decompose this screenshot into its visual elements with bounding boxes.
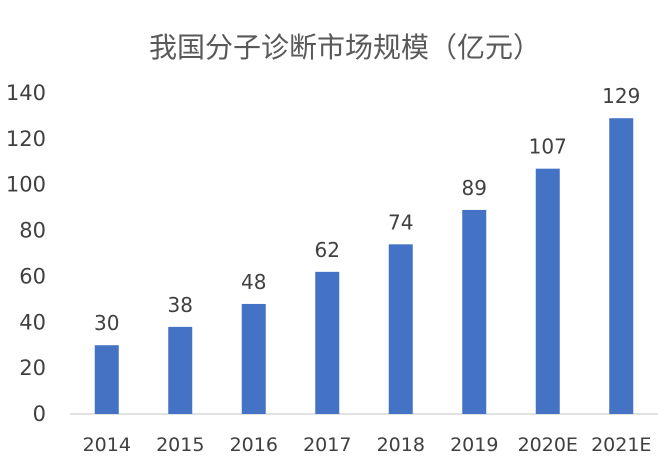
bar	[462, 209, 487, 414]
y-tick-label: 0	[33, 402, 46, 426]
bar-value-label: 48	[241, 270, 266, 294]
y-axis-labels: 0 20 40 60 80 100 120 140	[6, 81, 46, 426]
bar	[609, 118, 634, 414]
x-tick-label: 2014	[83, 434, 131, 456]
x-tick-label: 2019	[450, 434, 498, 456]
bar-value-label: 62	[315, 238, 340, 262]
bar	[535, 168, 560, 414]
bar	[388, 244, 413, 414]
bar-value-label: 30	[94, 311, 119, 335]
x-tick-label: 2015	[156, 434, 204, 456]
bar-value-label: 107	[529, 135, 567, 159]
x-tick-label: 2018	[377, 434, 425, 456]
data-labels: 30 38 48 62 74 89 107 129	[94, 84, 640, 335]
bar-value-label: 74	[388, 210, 413, 234]
y-tick-label: 140	[6, 81, 46, 105]
y-tick-label: 40	[19, 310, 46, 334]
chart-title: 我国分子诊断市场规模（亿元）	[149, 31, 541, 64]
bars	[94, 118, 634, 414]
x-tick-label: 2021E	[591, 434, 651, 456]
y-tick-label: 80	[19, 219, 46, 243]
x-tick-label: 2016	[230, 434, 278, 456]
bar	[315, 271, 340, 414]
y-tick-label: 60	[19, 264, 46, 288]
x-axis-labels: 2014 2015 2016 2017 2018 2019 2020E 2021E	[83, 434, 652, 456]
y-tick-label: 120	[6, 127, 46, 151]
bar-value-label: 38	[168, 293, 193, 317]
y-tick-label: 20	[19, 356, 46, 380]
bar-value-label: 89	[462, 176, 487, 200]
bar	[168, 326, 193, 414]
bar	[241, 303, 266, 414]
y-tick-label: 100	[6, 173, 46, 197]
x-tick-label: 2017	[303, 434, 351, 456]
bar	[94, 345, 119, 414]
bar-value-label: 129	[602, 84, 640, 108]
x-tick-label: 2020E	[518, 434, 578, 456]
